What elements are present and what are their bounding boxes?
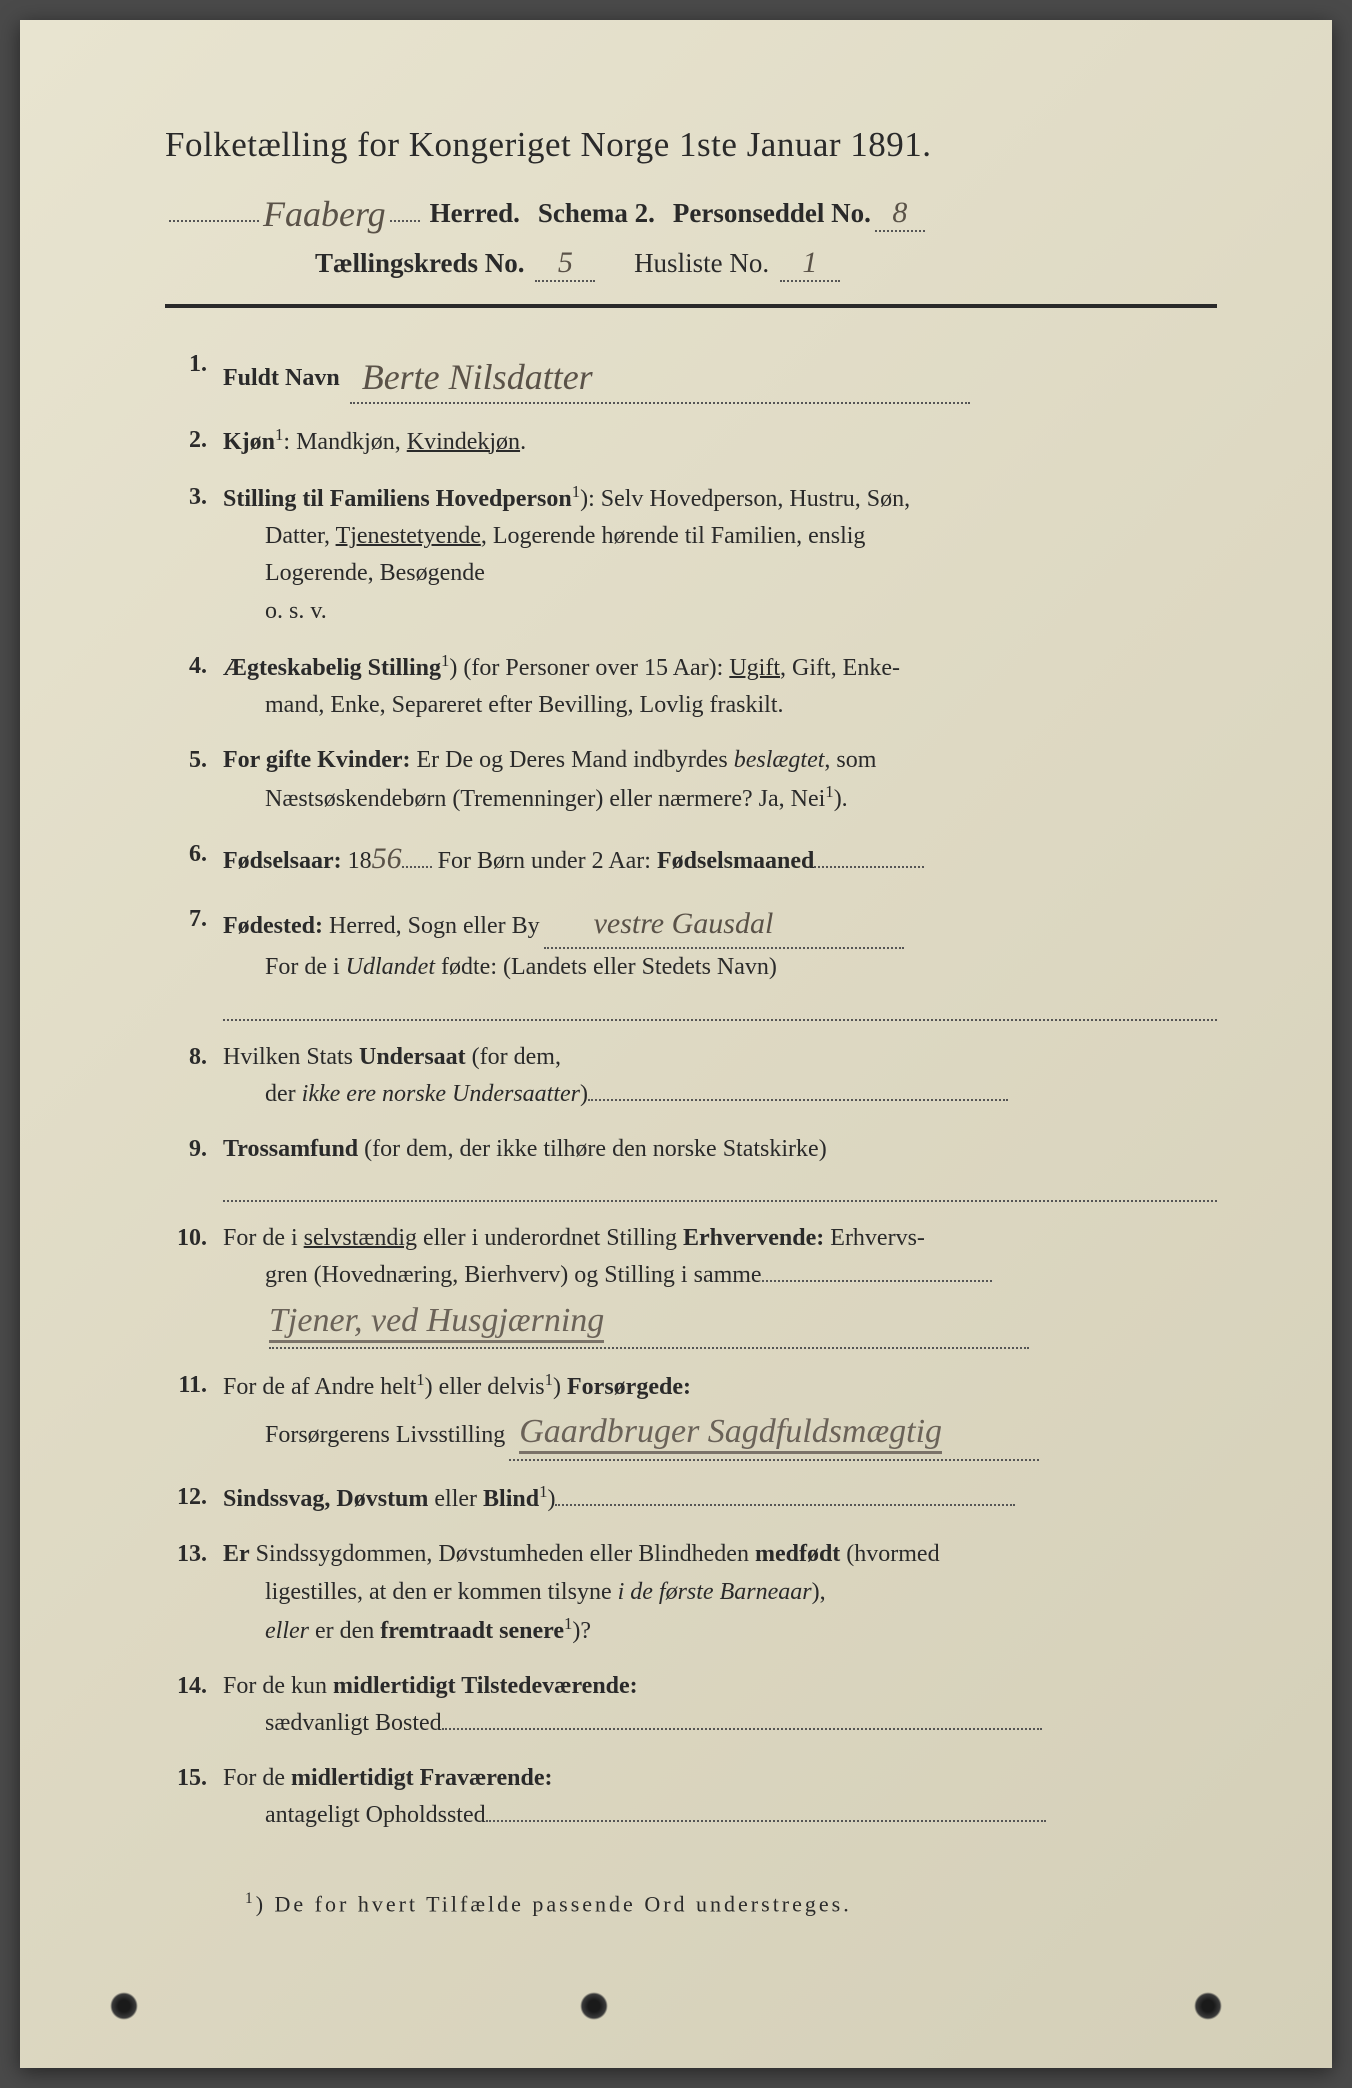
item-6: 6. Fødselsaar: 1856 For Børn under 2 Aar… <box>165 836 1217 883</box>
herred-handwritten: Faaberg <box>263 193 386 235</box>
punch-hole <box>580 1992 608 2020</box>
census-form-page: Folketælling for Kongeriget Norge 1ste J… <box>20 20 1332 2068</box>
item-8: 8. Hvilken Stats Undersaat (for dem, der… <box>165 1039 1217 1113</box>
birth-year-hw: 56 <box>372 842 402 875</box>
forsorger-hw: Gaardbruger Sagdfuldsmægtig <box>519 1413 942 1454</box>
item-15: 15. For de midlertidigt Fraværende: anta… <box>165 1760 1217 1834</box>
item-13: 13. Er Sindssygdommen, Døvstumheden elle… <box>165 1536 1217 1650</box>
item-3: 3. Stilling til Familiens Hovedperson1):… <box>165 479 1217 630</box>
kreds-no: 5 <box>558 246 573 279</box>
item-10: 10. For de i selvstændig eller i underor… <box>165 1220 1217 1349</box>
fuldt-navn-hw: Berte Nilsdatter <box>362 357 593 397</box>
personseddel-no: 8 <box>892 196 907 229</box>
item-11: 11. For de af Andre helt1) eller delvis1… <box>165 1367 1217 1461</box>
item-4: 4. Ægteskabelig Stilling1) (for Personer… <box>165 648 1217 724</box>
item-12: 12. Sindssvag, Døvstum eller Blind1) <box>165 1479 1217 1518</box>
tjenestetyende-underlined: Tjenestetyende <box>336 523 481 549</box>
punch-hole <box>110 1992 138 2020</box>
kvindekjon-underlined: Kvindekjøn <box>407 429 520 455</box>
item-14: 14. For de kun midlertidigt Tilstedevære… <box>165 1668 1217 1742</box>
form-title: Folketælling for Kongeriget Norge 1ste J… <box>165 125 1217 165</box>
form-items: 1. Fuldt Navn Berte Nilsdatter 2. Kjøn1:… <box>165 346 1217 1835</box>
header-line-2: Faaberg Herred. Schema 2. Personseddel N… <box>165 189 1217 232</box>
fodested-hw: vestre Gausdal <box>594 907 774 940</box>
item-1: 1. Fuldt Navn Berte Nilsdatter <box>165 346 1217 404</box>
footnote: 1) De for hvert Tilfælde passende Ord un… <box>165 1890 1217 1917</box>
item-9: 9. Trossamfund (for dem, der ikke tilhør… <box>165 1131 1217 1202</box>
header-line-3: Tællingskreds No. 5 Husliste No. 1 <box>165 246 1217 282</box>
item-2: 2. Kjøn1: Mandkjøn, Kvindekjøn. <box>165 422 1217 461</box>
ugift-underlined: Ugift <box>729 655 780 681</box>
punch-hole <box>1194 1992 1222 2020</box>
item-7: 7. Fødested: Herred, Sogn eller Byvestre… <box>165 901 1217 1021</box>
husliste-no: 1 <box>802 246 817 279</box>
header-divider <box>165 304 1217 308</box>
form-header: Folketælling for Kongeriget Norge 1ste J… <box>165 125 1217 282</box>
occupation-hw: Tjener, ved Husgjærning <box>269 1302 604 1343</box>
item-5: 5. For gifte Kvinder: Er De og Deres Man… <box>165 742 1217 818</box>
